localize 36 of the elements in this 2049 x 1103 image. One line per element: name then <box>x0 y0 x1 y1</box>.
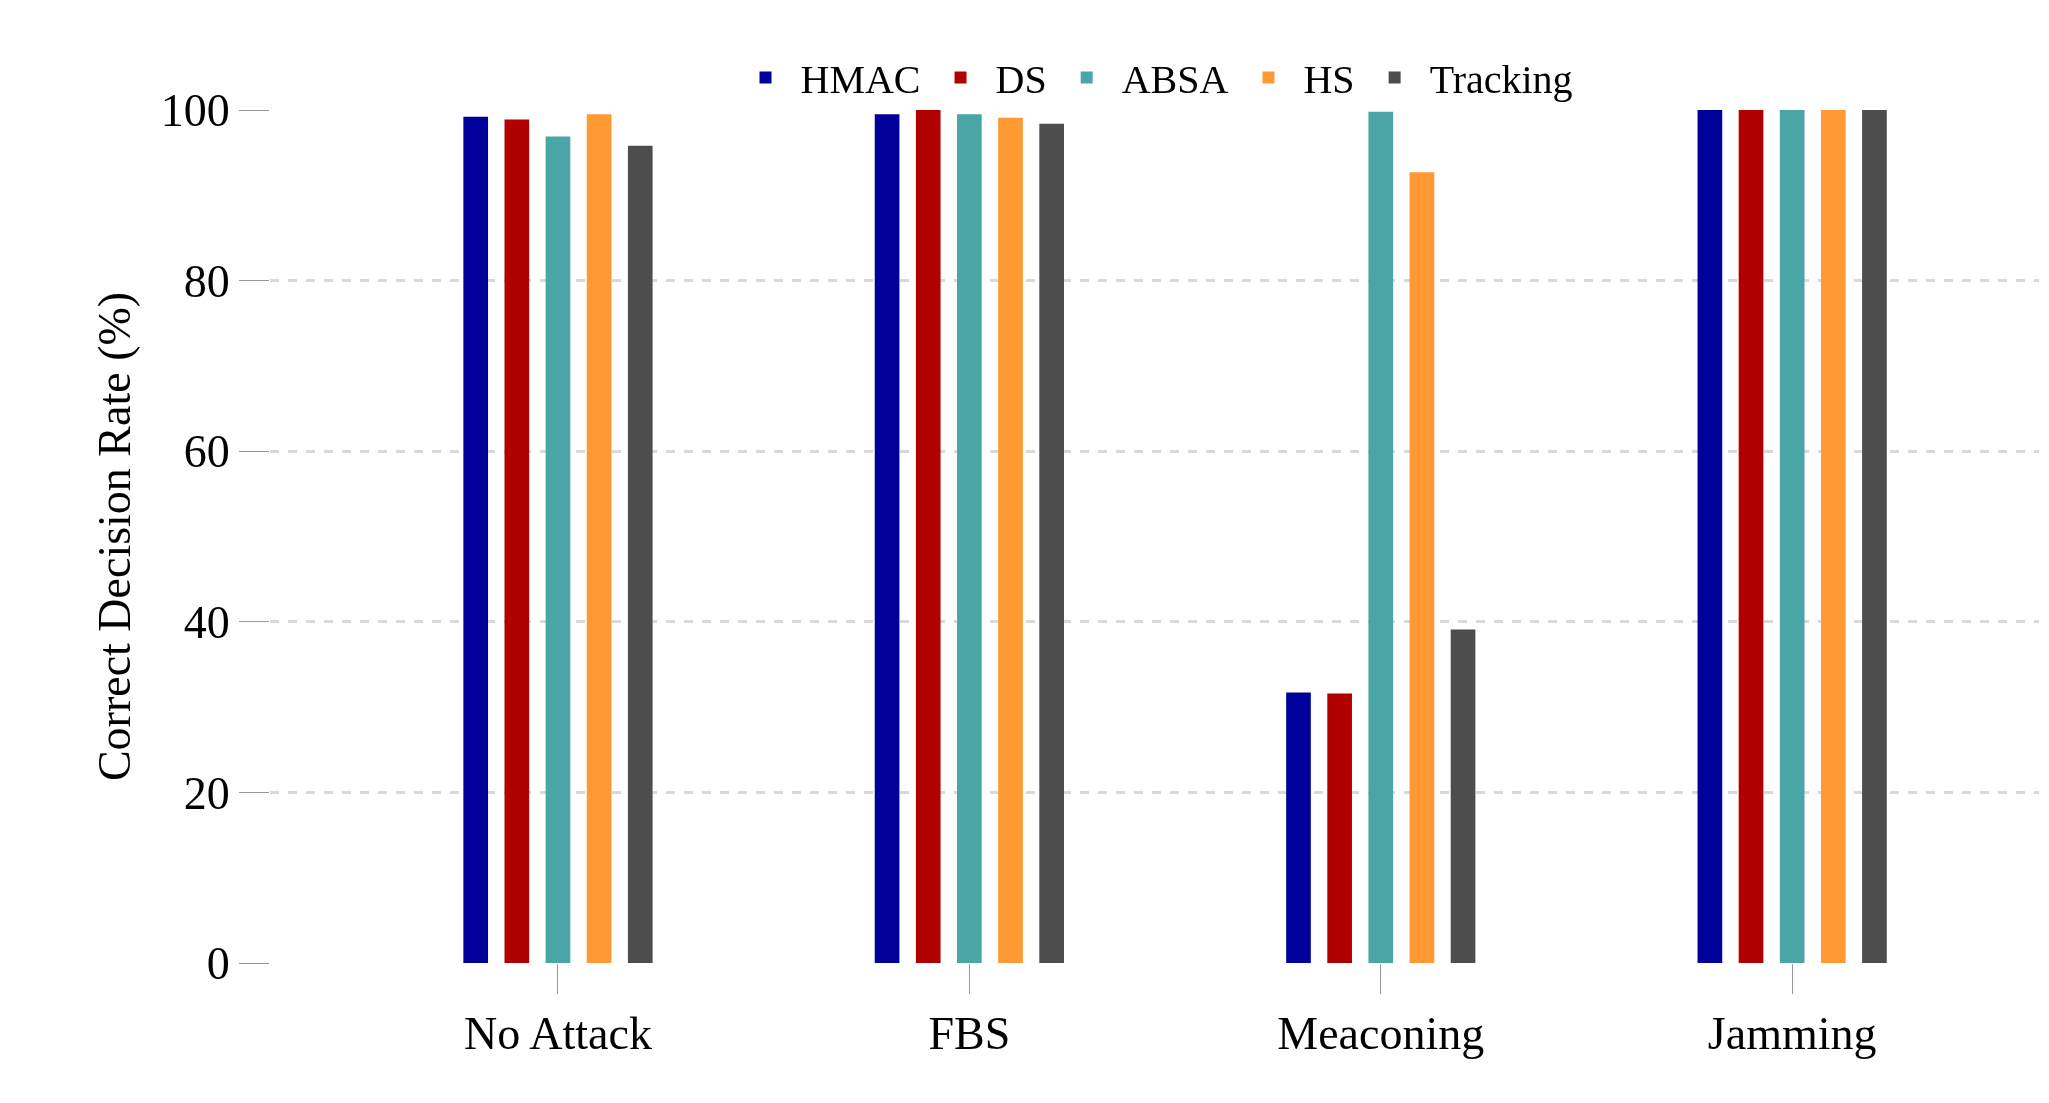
bar <box>627 145 653 963</box>
bar <box>1409 172 1435 963</box>
legend-label: Tracking <box>1429 57 1573 103</box>
bar <box>998 117 1023 963</box>
x-tick-label: FBS <box>928 1008 1011 1060</box>
bar <box>1286 692 1311 963</box>
bar <box>463 116 489 963</box>
legend-label: HMAC <box>800 57 921 103</box>
bar <box>504 119 530 963</box>
bar <box>1450 629 1476 963</box>
legend-label: ABSA <box>1121 57 1229 103</box>
y-tick-label: 40 <box>183 596 230 648</box>
bar <box>874 114 900 963</box>
bar <box>915 110 941 963</box>
legend-label: DS <box>995 57 1047 103</box>
bar <box>1368 111 1394 963</box>
bar <box>1697 110 1723 963</box>
bar <box>1327 693 1352 963</box>
bar <box>1862 110 1887 963</box>
y-tick-label: 0 <box>206 938 230 990</box>
bar <box>545 136 571 963</box>
bar <box>1738 110 1764 963</box>
y-tick-label: 60 <box>183 426 230 478</box>
bar <box>586 114 612 963</box>
bar <box>957 114 982 963</box>
y-axis-title: Correct Decision Rate (%) <box>89 291 141 782</box>
bar <box>1779 110 1805 963</box>
x-tick-label: Meaconing <box>1277 1008 1485 1060</box>
bar <box>1820 110 1846 963</box>
x-tick-label: No Attack <box>464 1008 652 1060</box>
y-tick-label: 100 <box>160 85 230 137</box>
y-tick-label: 20 <box>183 767 230 819</box>
bar <box>1039 123 1064 963</box>
legend-label: HS <box>1303 57 1355 103</box>
y-tick-label: 80 <box>183 255 230 307</box>
x-tick-label: Jamming <box>1707 1008 1877 1060</box>
